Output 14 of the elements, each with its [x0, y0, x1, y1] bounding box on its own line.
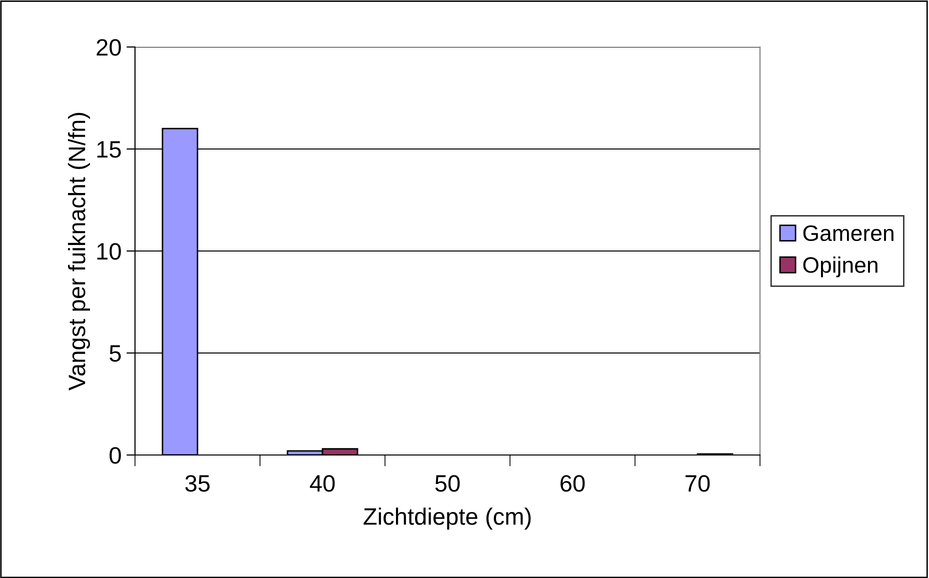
y-tick-label: 5	[110, 345, 121, 362]
y-tick-label: 0	[110, 447, 121, 464]
x-tick-label: 35	[185, 475, 210, 492]
y-tick-label: 15	[97, 141, 121, 158]
y-tick-label: 10	[97, 243, 121, 260]
y-tick-label: 20	[96, 39, 121, 56]
legend-label: Gameren	[803, 225, 894, 242]
legend-label: Opijnen	[803, 256, 878, 278]
x-tick-label: 70	[686, 475, 710, 492]
x-tick-label: 60	[560, 475, 585, 492]
y-axis-title: Vangst per fuiknacht (N/fn)	[68, 112, 90, 390]
x-tick-label: 40	[310, 475, 335, 492]
x-tick-label: 50	[435, 475, 460, 492]
x-axis-title: Zichtdiepte (cm)	[364, 508, 531, 530]
